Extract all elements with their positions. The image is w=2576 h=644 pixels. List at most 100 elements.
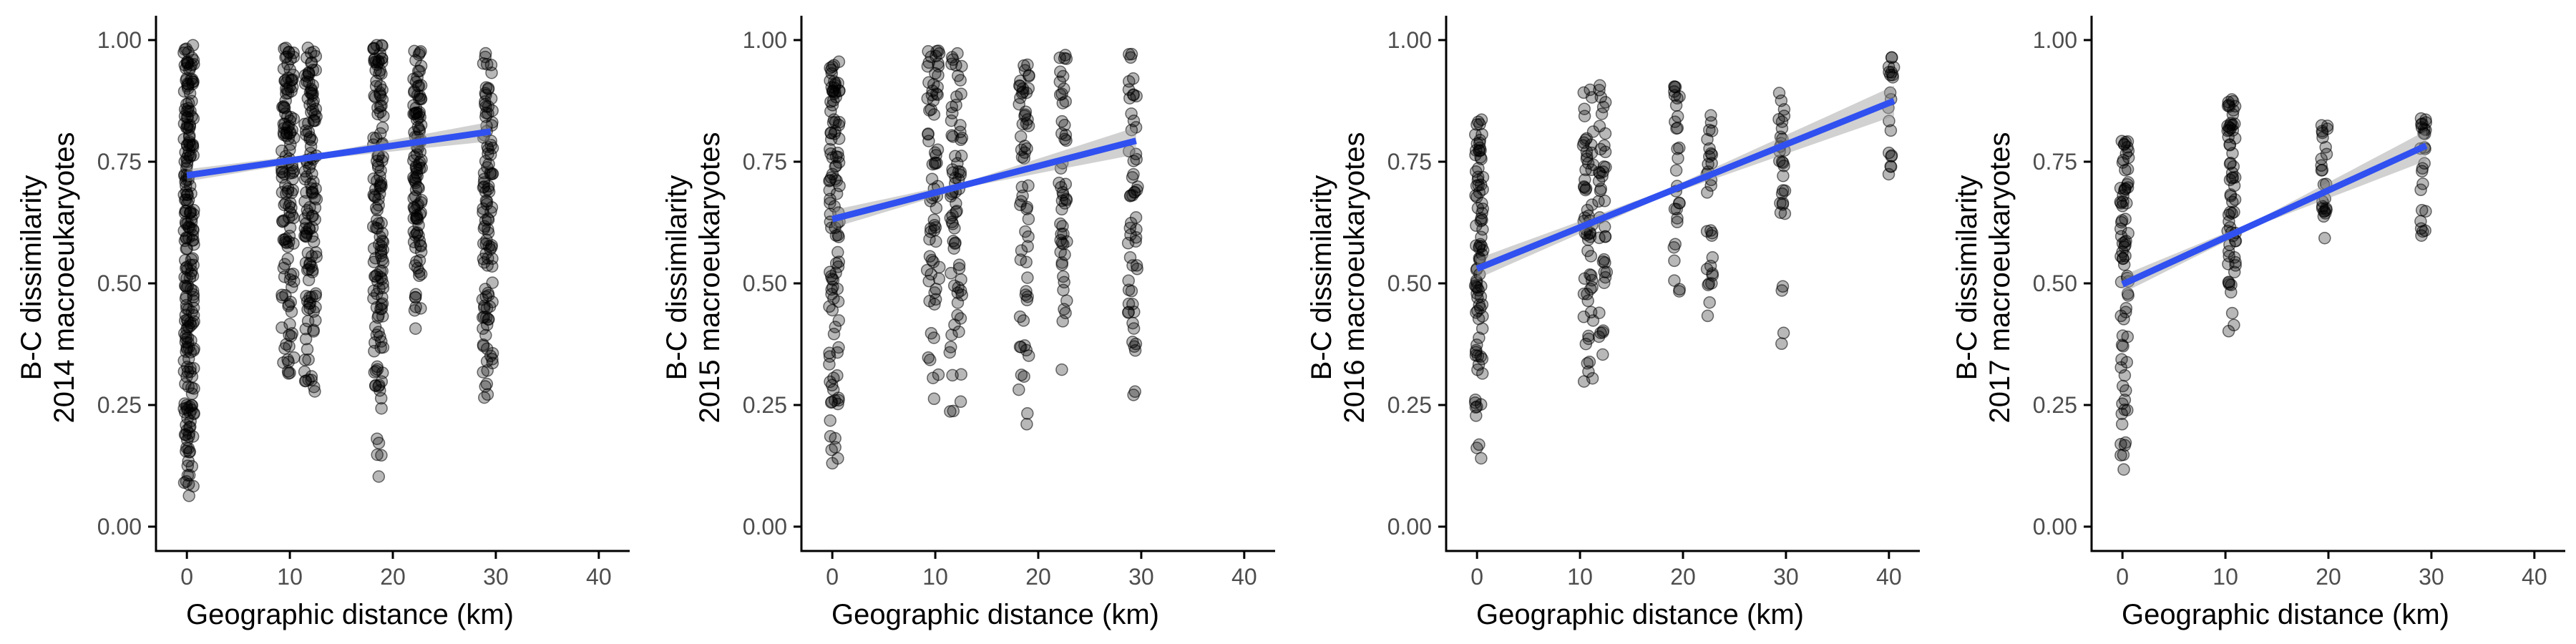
y-tick-label: 0.25 (1387, 392, 1432, 418)
data-point (1593, 231, 1606, 245)
data-point (1127, 155, 1141, 167)
data-point (1128, 185, 1141, 199)
data-point (407, 72, 420, 86)
data-point (1580, 152, 1594, 165)
data-point (824, 174, 836, 187)
data-point (409, 107, 422, 119)
data-point (955, 150, 968, 162)
data-point (1055, 256, 1069, 269)
data-point (1884, 160, 1897, 173)
data-point (1669, 164, 1683, 177)
data-point (180, 341, 193, 354)
y-axis-title-line-1: B-C dissimilarity (16, 175, 47, 381)
data-point (1017, 314, 1030, 327)
data-point (1474, 398, 1488, 411)
y-axis-title-line-2: 2016 macroeukaryotes (1339, 132, 1370, 424)
data-point (477, 253, 490, 265)
data-point (410, 211, 424, 224)
data-point (371, 287, 384, 301)
data-point (480, 233, 493, 247)
data-point (374, 391, 388, 405)
point-column (943, 47, 969, 418)
y-tick-label: 0.50 (2033, 270, 2077, 296)
data-point (1703, 296, 1716, 309)
data-point (276, 100, 289, 114)
point-cloud (177, 39, 499, 502)
data-point (180, 72, 193, 85)
data-point (931, 80, 944, 94)
data-point (951, 296, 965, 309)
data-point (831, 245, 844, 259)
data-point (1586, 273, 1599, 287)
data-point (2318, 231, 2331, 245)
data-point (1592, 330, 1606, 343)
data-point (477, 57, 490, 70)
data-point (928, 298, 941, 311)
data-point (1471, 291, 1484, 304)
data-point (1701, 186, 1714, 199)
data-point (1021, 271, 1034, 284)
data-point (826, 457, 839, 470)
data-point (954, 284, 967, 297)
data-point (277, 233, 291, 246)
data-point (181, 365, 195, 379)
data-point (824, 414, 836, 427)
data-point (2416, 162, 2429, 175)
data-point (305, 370, 318, 383)
data-point (374, 64, 386, 77)
data-point (1475, 206, 1488, 220)
data-point (932, 57, 945, 70)
data-point (2414, 215, 2427, 228)
x-tick-label: 0 (2116, 564, 2129, 590)
data-point (1126, 72, 1140, 85)
data-point (177, 224, 190, 238)
data-point (372, 308, 385, 322)
x-axis-title: Geographic distance (km) (1476, 599, 1804, 630)
data-point (300, 186, 313, 199)
data-point (1016, 82, 1030, 95)
data-point (479, 47, 492, 60)
y-tick-label: 0.00 (1387, 514, 1432, 540)
data-point (183, 118, 197, 132)
data-point (1015, 244, 1028, 257)
data-point (825, 67, 839, 80)
data-point (1015, 87, 1029, 100)
data-point (2222, 258, 2235, 270)
data-point (1060, 294, 1073, 307)
data-point (1777, 326, 1790, 340)
scatter-panel-2: 0.00 0.25 0.50 0.75 1.00 0 10 20 30 40 Geographic … (661, 16, 1275, 630)
data-point (282, 298, 296, 311)
data-point (408, 173, 421, 186)
data-point (2115, 407, 2129, 420)
data-point (1577, 180, 1591, 193)
data-point (286, 267, 300, 280)
data-point (930, 235, 942, 248)
data-point (283, 205, 296, 219)
x-tick-label: 40 (1231, 564, 1257, 590)
data-point (1016, 189, 1029, 203)
data-point (2117, 313, 2130, 326)
point-column (1468, 113, 1490, 465)
data-point (1128, 344, 1142, 357)
data-point (1700, 225, 1714, 238)
data-point (374, 89, 387, 103)
data-point (485, 260, 499, 273)
data-point (1057, 270, 1070, 283)
data-point (1598, 195, 1611, 208)
data-point (275, 321, 288, 334)
data-point (2223, 138, 2236, 151)
point-cloud (823, 44, 1144, 470)
data-point (1668, 254, 1681, 268)
data-point (948, 318, 961, 331)
data-point (1598, 265, 1611, 278)
data-point (1672, 152, 1684, 165)
data-point (374, 180, 386, 192)
data-point (1057, 283, 1070, 297)
data-point (1121, 237, 1135, 250)
data-point (486, 296, 499, 308)
data-point (411, 120, 424, 134)
y-tick-label: 0.25 (97, 392, 142, 418)
data-point (275, 288, 288, 301)
data-point (185, 370, 199, 384)
data-point (1884, 69, 1897, 82)
